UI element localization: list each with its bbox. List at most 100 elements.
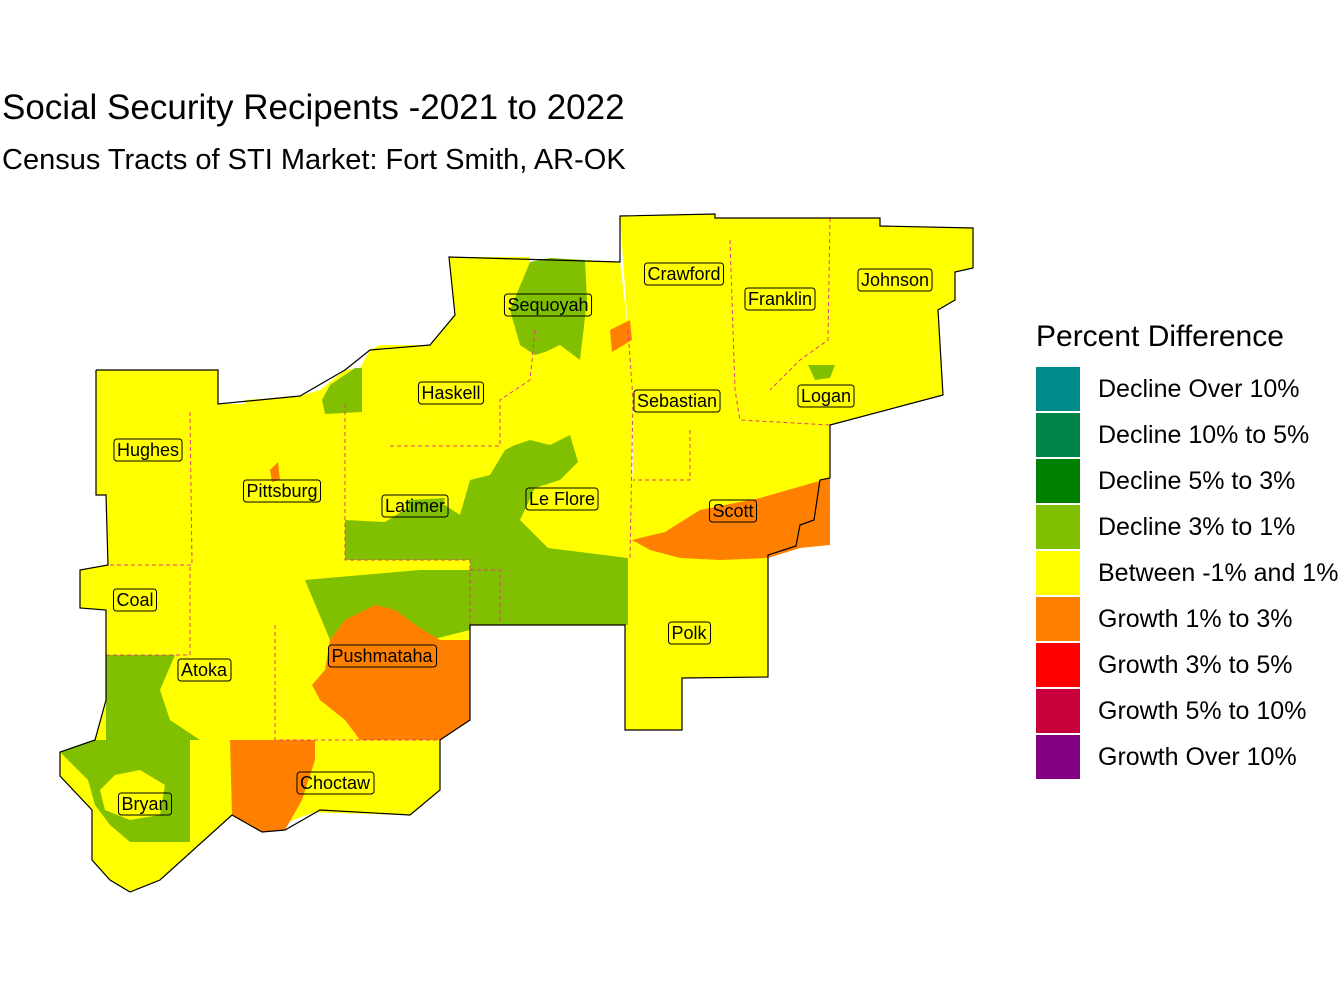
county-label-box <box>113 438 183 462</box>
county-label-box <box>708 499 758 523</box>
county-label-choctaw: Choctaw <box>296 771 375 795</box>
county-labels: Crawford Sequoyah Franklin Johnson Haskell Se… <box>112 262 933 816</box>
county-name: Hughes <box>117 440 179 460</box>
county-border <box>274 625 440 741</box>
county-label-box <box>417 381 485 405</box>
legend-title: Percent Difference <box>1036 320 1284 353</box>
county-name: Pushmataha <box>331 646 433 666</box>
county-label-box <box>242 479 322 503</box>
county-name: Polk <box>671 623 707 643</box>
county-name: Johnson <box>861 270 929 290</box>
legend-swatch <box>1036 689 1080 733</box>
legend-item: Decline 10% to 5% <box>1036 412 1338 458</box>
county-name: Latimer <box>385 496 445 516</box>
legend-items: Decline Over 10% Decline 10% to 5% Decline… <box>1036 366 1338 780</box>
county-border <box>106 565 191 656</box>
county-border <box>729 239 831 426</box>
county-label-scott: Scott <box>708 499 758 523</box>
legend-label: Growth 5% to 10% <box>1098 696 1307 725</box>
county-name: Crawford <box>647 264 720 284</box>
legend-item: Decline Over 10% <box>1036 366 1338 412</box>
legend-item: Decline 5% to 3% <box>1036 458 1338 504</box>
county-border <box>769 217 831 391</box>
county-name: Franklin <box>748 289 812 309</box>
county-name: Bryan <box>121 794 168 814</box>
county-name: Sequoyah <box>507 295 588 315</box>
legend-item: Growth Over 10% <box>1036 734 1338 780</box>
county-label-latimer: Latimer <box>381 494 449 518</box>
tract-yellow-bryan-hole <box>100 770 165 820</box>
county-label-box <box>744 287 816 311</box>
outline-path <box>59 213 974 893</box>
legend-item: Growth 1% to 3% <box>1036 596 1338 642</box>
market-outline <box>59 213 974 893</box>
county-name: Sebastian <box>637 391 717 411</box>
legend-swatch <box>1036 367 1080 411</box>
tract-green-leflore <box>345 435 628 625</box>
legend-label: Decline 3% to 1% <box>1098 512 1296 541</box>
tract-green-south <box>305 570 470 640</box>
legend-item: Between -1% and 1% <box>1036 550 1338 596</box>
tract-orange-scott <box>632 478 830 560</box>
county-label-polk: Polk <box>667 621 712 645</box>
county-border <box>633 430 691 481</box>
tract-green-atoka <box>106 655 200 740</box>
legend: Percent Difference Decline Over 10% Decli… <box>1036 320 1338 780</box>
county-name: Atoka <box>181 660 228 680</box>
legend-label: Growth Over 10% <box>1098 742 1297 771</box>
map-subtitle: Census Tracts of STI Market: Fort Smith,… <box>2 144 626 176</box>
tract-green-latimer <box>408 498 445 515</box>
county-label-box <box>117 792 173 816</box>
county-label-box <box>797 384 855 408</box>
county-name: Pittsburg <box>246 481 317 501</box>
legend-swatch <box>1036 643 1080 687</box>
legend-swatch <box>1036 459 1080 503</box>
county-name: Choctaw <box>300 773 371 793</box>
legend-item: Decline 3% to 1% <box>1036 504 1338 550</box>
county-label-box <box>112 588 158 612</box>
tract-orange-pushmataha <box>312 605 470 740</box>
county-label-sequoyah: Sequoyah <box>503 293 593 317</box>
county-label-johnson: Johnson <box>857 268 933 292</box>
tract-green-haskell-west <box>322 368 362 414</box>
tract-orange-pittsburg <box>270 462 280 482</box>
county-label-bryan: Bryan <box>117 792 173 816</box>
county-label-box <box>525 487 599 511</box>
county-label-crawford: Crawford <box>643 262 725 286</box>
map-title: Social Security Recipents -2021 to 2022 <box>2 88 625 127</box>
legend-label: Growth 1% to 3% <box>1098 604 1293 633</box>
county-border <box>106 411 193 566</box>
county-label-pittsburg: Pittsburg <box>242 479 322 503</box>
county-label-box <box>381 494 449 518</box>
county-name: Scott <box>712 501 753 521</box>
region-east <box>620 214 973 730</box>
county-label-franklin: Franklin <box>744 287 816 311</box>
county-label-box <box>667 621 712 645</box>
tract-layer <box>60 214 973 892</box>
county-name: Le Flore <box>529 489 595 509</box>
county-label-coal: Coal <box>112 588 158 612</box>
tract-orange-sequoyah <box>610 320 632 352</box>
legend-label: Growth 3% to 5% <box>1098 650 1293 679</box>
tract-green-sequoyah <box>510 258 587 360</box>
county-label-box <box>503 293 593 317</box>
legend-swatch <box>1036 597 1080 641</box>
legend-swatch <box>1036 551 1080 595</box>
county-label-box <box>643 262 725 286</box>
county-label-pushmataha: Pushmataha <box>327 644 438 668</box>
legend-swatch <box>1036 505 1080 549</box>
county-border <box>390 329 536 447</box>
county-label-le-flore: Le Flore <box>525 487 599 511</box>
tract-green-logan <box>808 365 835 380</box>
county-label-box <box>327 644 438 668</box>
tract-orange-choctaw <box>230 740 315 832</box>
legend-label: Decline 5% to 3% <box>1098 466 1296 495</box>
county-border <box>627 329 634 561</box>
county-label-box <box>633 389 721 413</box>
legend-swatch <box>1036 735 1080 779</box>
county-name: Logan <box>801 386 851 406</box>
legend-label: Between -1% and 1% <box>1098 558 1339 587</box>
county-label-logan: Logan <box>797 384 855 408</box>
county-border <box>470 569 501 625</box>
